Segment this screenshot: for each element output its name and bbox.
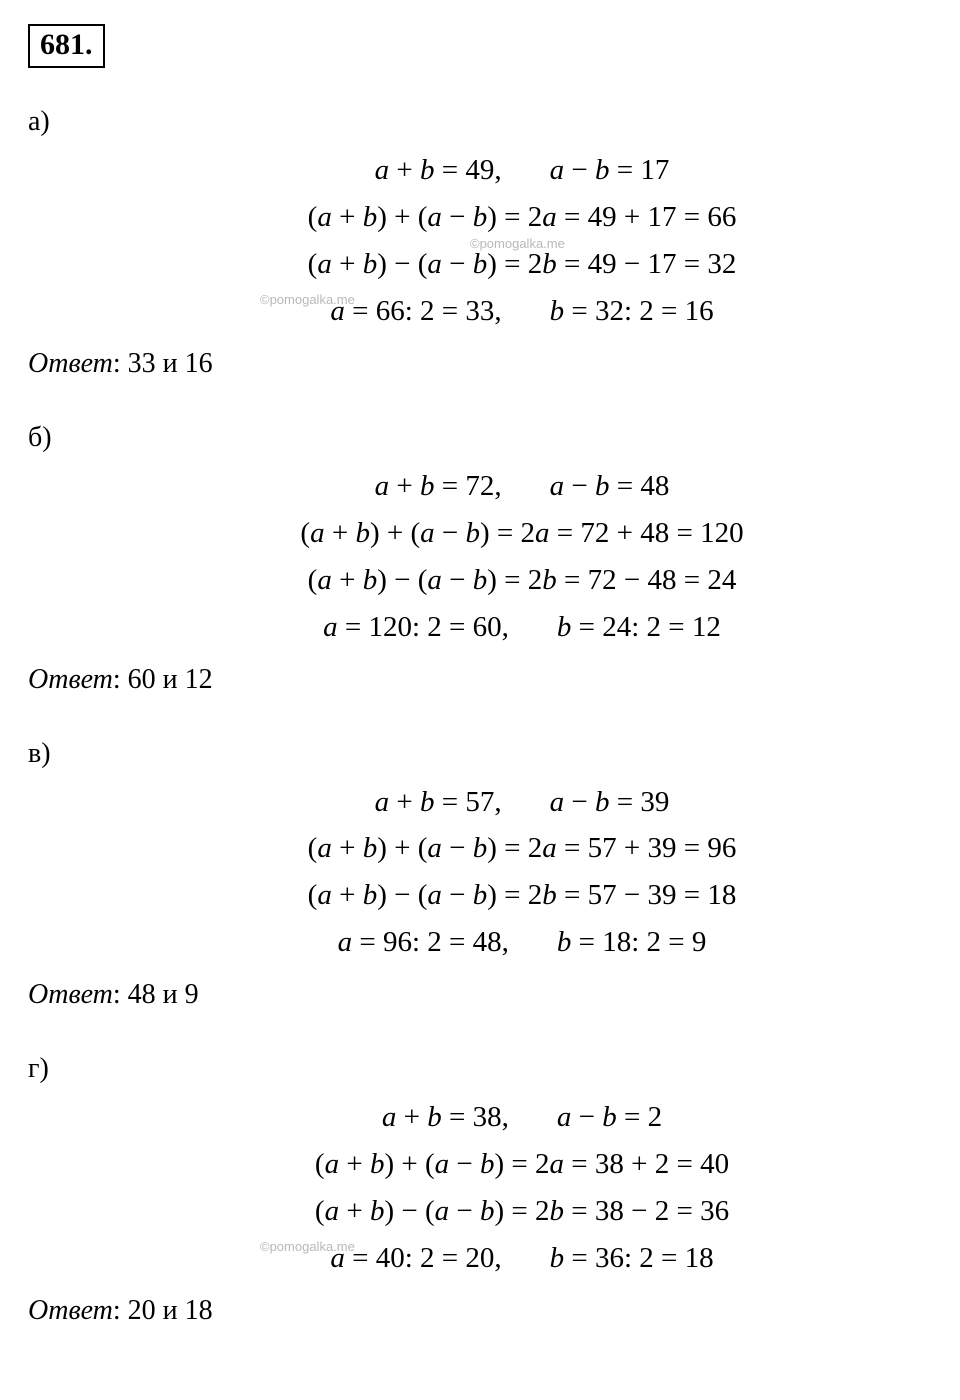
equation-diff: (a + b) − (a − b) = 2b = 38 − 2 = 36 (108, 1189, 936, 1234)
watermark: ©pomogalka.me (260, 1239, 355, 1254)
equation-sum: (a + b) + (a − b) = 2a = 49 + 17 = 66 (108, 195, 936, 240)
answer-line: Ответ: 20 и 18 (28, 1295, 936, 1327)
section-б: б) a + b = 72,a − b = 48(a + b) + (a − b)… (28, 422, 936, 696)
watermark: ©pomogalka.me (260, 292, 355, 307)
equation-sum: (a + b) + (a − b) = 2a = 72 + 48 = 120 (108, 511, 936, 556)
answer-line: Ответ: 60 и 12 (28, 664, 936, 696)
answer-label: Ответ (28, 979, 113, 1010)
section-а: а) a + b = 49,a − b = 17(a + b) + (a − b)… (28, 106, 936, 380)
equation-result: a = 120: 2 = 60,b = 24: 2 = 12 (108, 605, 936, 650)
math-block: a + b = 57,a − b = 39(a + b) + (a − b) =… (28, 780, 936, 966)
equation-given: a + b = 38,a − b = 2 (108, 1095, 936, 1140)
equation-sum: (a + b) + (a − b) = 2a = 38 + 2 = 40 (108, 1142, 936, 1187)
section-label: б) (28, 422, 936, 454)
math-block: a + b = 38,a − b = 2(a + b) + (a − b) = … (28, 1095, 936, 1281)
section-г: г) a + b = 38,a − b = 2(a + b) + (a − b) … (28, 1053, 936, 1327)
section-label: г) (28, 1053, 936, 1085)
equation-result: a = 40: 2 = 20,b = 36: 2 = 18 (108, 1236, 936, 1281)
section-label: в) (28, 738, 936, 770)
math-block: a + b = 72,a − b = 48(a + b) + (a − b) =… (28, 464, 936, 650)
answer-label: Ответ (28, 1295, 113, 1326)
answer-value: 33 и 16 (128, 348, 213, 379)
answer-label: Ответ (28, 348, 113, 379)
answer-value: 20 и 18 (128, 1295, 213, 1326)
equation-result: a = 96: 2 = 48,b = 18: 2 = 9 (108, 920, 936, 965)
answer-value: 48 и 9 (128, 979, 199, 1010)
section-label: а) (28, 106, 936, 138)
equation-diff: (a + b) − (a − b) = 2b = 72 − 48 = 24 (108, 558, 936, 603)
equation-sum: (a + b) + (a − b) = 2a = 57 + 39 = 96 (108, 826, 936, 871)
equation-given: a + b = 49,a − b = 17 (108, 148, 936, 193)
equation-given: a + b = 57,a − b = 39 (108, 780, 936, 825)
equation-diff: (a + b) − (a − b) = 2b = 57 − 39 = 18 (108, 873, 936, 918)
equation-given: a + b = 72,a − b = 48 (108, 464, 936, 509)
answer-line: Ответ: 48 и 9 (28, 979, 936, 1011)
answer-line: Ответ: 33 и 16 (28, 348, 936, 380)
answer-value: 60 и 12 (128, 664, 213, 695)
section-в: в) a + b = 57,a − b = 39(a + b) + (a − b)… (28, 738, 936, 1012)
answer-label: Ответ (28, 664, 113, 695)
watermark: ©pomogalka.me (470, 236, 565, 251)
problem-number: 681. (28, 24, 105, 68)
equation-result: a = 66: 2 = 33,b = 32: 2 = 16 (108, 289, 936, 334)
